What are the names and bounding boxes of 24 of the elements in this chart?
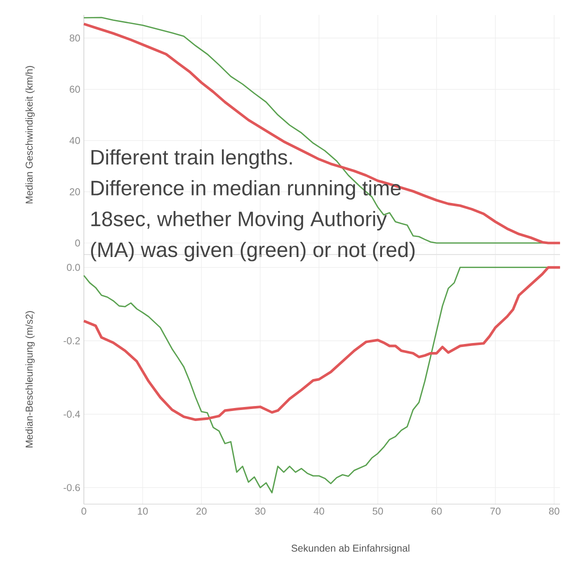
x-tick-label: 80 [549, 508, 560, 515]
y-tick-label: -0.2 [64, 337, 80, 344]
x-tick-label: 30 [255, 508, 266, 515]
y-tick-label: 0 [75, 239, 80, 247]
annotation: Different train lengths. [91, 149, 292, 169]
x-tick-label: 40 [314, 508, 324, 515]
x-tick-label: 0 [81, 508, 86, 515]
x-axis-title: Sekunden ab Einfahrsignal [292, 544, 410, 554]
y-tick-label: 80 [70, 34, 80, 42]
x-tick-label: 20 [196, 508, 207, 515]
x-tick-label: 70 [490, 508, 501, 515]
y-tick-label: 60 [70, 86, 80, 93]
y-tick-label: 20 [70, 188, 80, 196]
x-tick-label: 50 [372, 508, 383, 515]
y-tick-label: 40 [70, 137, 80, 144]
y-tick-label: -0.6 [64, 484, 80, 492]
y-tick-label: 0.0 [66, 264, 80, 271]
y-tick-label: -0.4 [64, 410, 80, 418]
x-tick-label: 10 [138, 508, 148, 515]
annotation: (MA) was given (green) or not (red) [91, 242, 415, 262]
x-tick-label: 60 [432, 508, 442, 515]
y-axis-title: Median-Beschleunigung (m/s2) [25, 311, 35, 448]
y-axis-title: Median Geschwindigkeit (km/h) [25, 66, 35, 204]
annotation: 18sec, whether Moving Authoriy [91, 210, 387, 230]
